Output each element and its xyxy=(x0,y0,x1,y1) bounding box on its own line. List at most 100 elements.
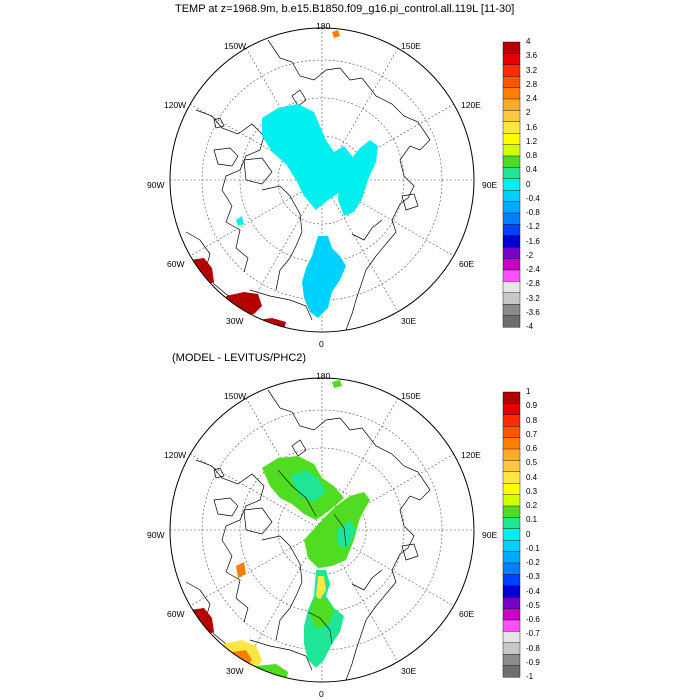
bottom-lon-150w: 150W xyxy=(224,391,247,401)
colorbar-swatch xyxy=(502,110,521,123)
colorbar-swatch xyxy=(502,391,521,404)
top-colorbar xyxy=(502,41,521,328)
colorbar-swatch xyxy=(502,167,521,180)
colorbar-swatch xyxy=(502,654,521,667)
colorbar-label: -0.9 xyxy=(526,657,540,667)
top-coastlines xyxy=(185,39,431,331)
bottom-map-border xyxy=(169,377,475,683)
colorbar-label: -2.8 xyxy=(526,279,540,289)
colorbar-swatch xyxy=(502,551,521,564)
bottom-lon-30w: 30W xyxy=(226,666,244,676)
colorbar-swatch xyxy=(502,201,521,214)
colorbar-swatch xyxy=(502,574,521,587)
top-lon-180: 180 xyxy=(316,21,331,31)
colorbar-swatch xyxy=(502,144,521,157)
colorbar-label: 0.3 xyxy=(526,486,538,496)
colorbar-label: -2.4 xyxy=(526,265,540,274)
bottom-map xyxy=(170,378,474,682)
bottom-fill-bering-speck xyxy=(332,380,342,388)
colorbar-swatch xyxy=(502,494,521,507)
colorbar-swatch xyxy=(502,155,521,168)
colorbar-swatch xyxy=(502,608,521,621)
bottom-lon-120e: 120E xyxy=(461,450,481,460)
colorbar-swatch xyxy=(502,437,521,450)
bottom-fill-eurasian-arm xyxy=(304,492,370,568)
colorbar-label: 0 xyxy=(526,529,531,539)
colorbar-swatch xyxy=(502,41,521,54)
colorbar-swatch xyxy=(502,281,521,294)
colorbar-swatch xyxy=(502,631,521,644)
colorbar-swatch xyxy=(502,665,521,678)
bottom-lon-120w: 120W xyxy=(164,450,187,460)
colorbar-label: 0.2 xyxy=(526,501,538,510)
colorbar-swatch xyxy=(502,224,521,237)
colorbar-swatch xyxy=(502,212,521,225)
colorbar-label: 0.4 xyxy=(526,165,538,175)
top-lon-30e: 30E xyxy=(401,316,417,326)
colorbar-label: -0.8 xyxy=(526,643,540,653)
colorbar-swatch xyxy=(502,64,521,77)
bottom-fill-fram-yellow xyxy=(316,576,326,600)
colorbar-label: -0.4 xyxy=(526,586,540,596)
colorbar-label: 2.4 xyxy=(526,94,538,103)
colorbar-label: -0.3 xyxy=(526,572,540,582)
colorbar-label: 3.2 xyxy=(526,65,538,75)
colorbar-label: -0.1 xyxy=(526,543,540,553)
bottom-lon-90w: 90W xyxy=(147,530,165,540)
colorbar-swatch xyxy=(502,235,521,248)
colorbar-label: -0.6 xyxy=(526,615,540,624)
top-lon-60e: 60E xyxy=(459,259,475,269)
colorbar-label: -1 xyxy=(526,672,534,681)
colorbar-swatch xyxy=(502,619,521,632)
colorbar-swatch xyxy=(502,87,521,100)
bottom-contours xyxy=(277,469,347,645)
colorbar-swatch xyxy=(502,471,521,484)
colorbar-label: -2 xyxy=(526,250,534,260)
colorbar-label: 1.2 xyxy=(526,136,538,146)
bottom-panel-title: (MODEL - LEVITUS/PHC2) xyxy=(172,352,307,364)
colorbar-swatch xyxy=(502,460,521,473)
top-lon-150e: 150E xyxy=(401,41,421,51)
colorbar-swatch xyxy=(502,269,521,282)
top-lon-90e: 90E xyxy=(482,180,498,190)
top-lon-90w: 90W xyxy=(147,180,165,190)
bottom-fill-baffin-speck xyxy=(236,562,246,578)
colorbar-label: 4 xyxy=(526,37,531,46)
colorbar-swatch xyxy=(502,315,521,328)
colorbar-label: -1.6 xyxy=(526,236,540,246)
bottom-fill-canada-basin-teal xyxy=(290,470,326,502)
colorbar-label: 0.8 xyxy=(526,415,538,425)
colorbar-label: -1.2 xyxy=(526,222,540,232)
top-map xyxy=(170,28,474,332)
colorbar-swatch xyxy=(502,53,521,66)
bottom-lon-180: 180 xyxy=(316,371,331,381)
colorbar-label: -0.8 xyxy=(526,208,540,217)
colorbar-swatch xyxy=(502,178,521,191)
colorbar-label: 0.1 xyxy=(526,515,538,525)
colorbar-label: 3.6 xyxy=(526,51,538,61)
colorbar-swatch xyxy=(502,505,521,518)
colorbar-swatch xyxy=(502,414,521,427)
colorbar-swatch xyxy=(502,258,521,271)
colorbar-label: 0.4 xyxy=(526,472,538,482)
colorbar-label: -3.2 xyxy=(526,293,540,303)
bottom-fill-atlantic-green xyxy=(256,664,288,682)
colorbar-label: 0.7 xyxy=(526,429,538,439)
top-lon-150w: 150W xyxy=(224,41,247,51)
bottom-lon-30e: 30E xyxy=(401,666,417,676)
colorbar-label: 0.9 xyxy=(526,401,538,411)
colorbar-label: -0.2 xyxy=(526,558,540,567)
top-map-border xyxy=(169,27,475,333)
top-fill-fram-strait xyxy=(302,236,346,318)
colorbar-swatch xyxy=(502,98,521,111)
colorbar-label: -3.6 xyxy=(526,307,540,317)
top-lon-120w: 120W xyxy=(164,100,187,110)
colorbar-swatch xyxy=(502,540,521,553)
colorbar-swatch xyxy=(502,132,521,146)
colorbar-label: 1 xyxy=(526,387,531,396)
colorbar-swatch xyxy=(502,426,521,439)
colorbar-label: 0.5 xyxy=(526,458,538,468)
top-lon-60w: 60W xyxy=(167,259,185,269)
